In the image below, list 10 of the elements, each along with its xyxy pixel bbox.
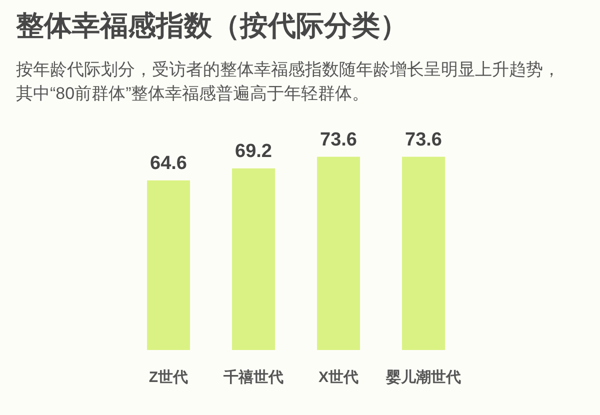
chart-title: 整体幸福感指数（按代际分类） [16,9,408,43]
x-tick-label: 婴儿潮世代 [385,369,461,386]
x-tick-label: X世代 [318,369,359,386]
data-label: 73.6 [405,130,442,151]
data-label: 73.6 [320,130,357,151]
data-label: 69.2 [235,141,272,162]
data-label: 64.6 [150,153,187,174]
chart-subtitle: 按年龄代际划分，受访者的整体幸福感指数随年龄增长呈明显上升趋势，其中“80前群体”整体幸福感普遍高于年轻群体。 [16,59,561,105]
x-tick-label: Z世代 [148,369,188,386]
x-tick-label: 千禧世代 [222,369,284,386]
